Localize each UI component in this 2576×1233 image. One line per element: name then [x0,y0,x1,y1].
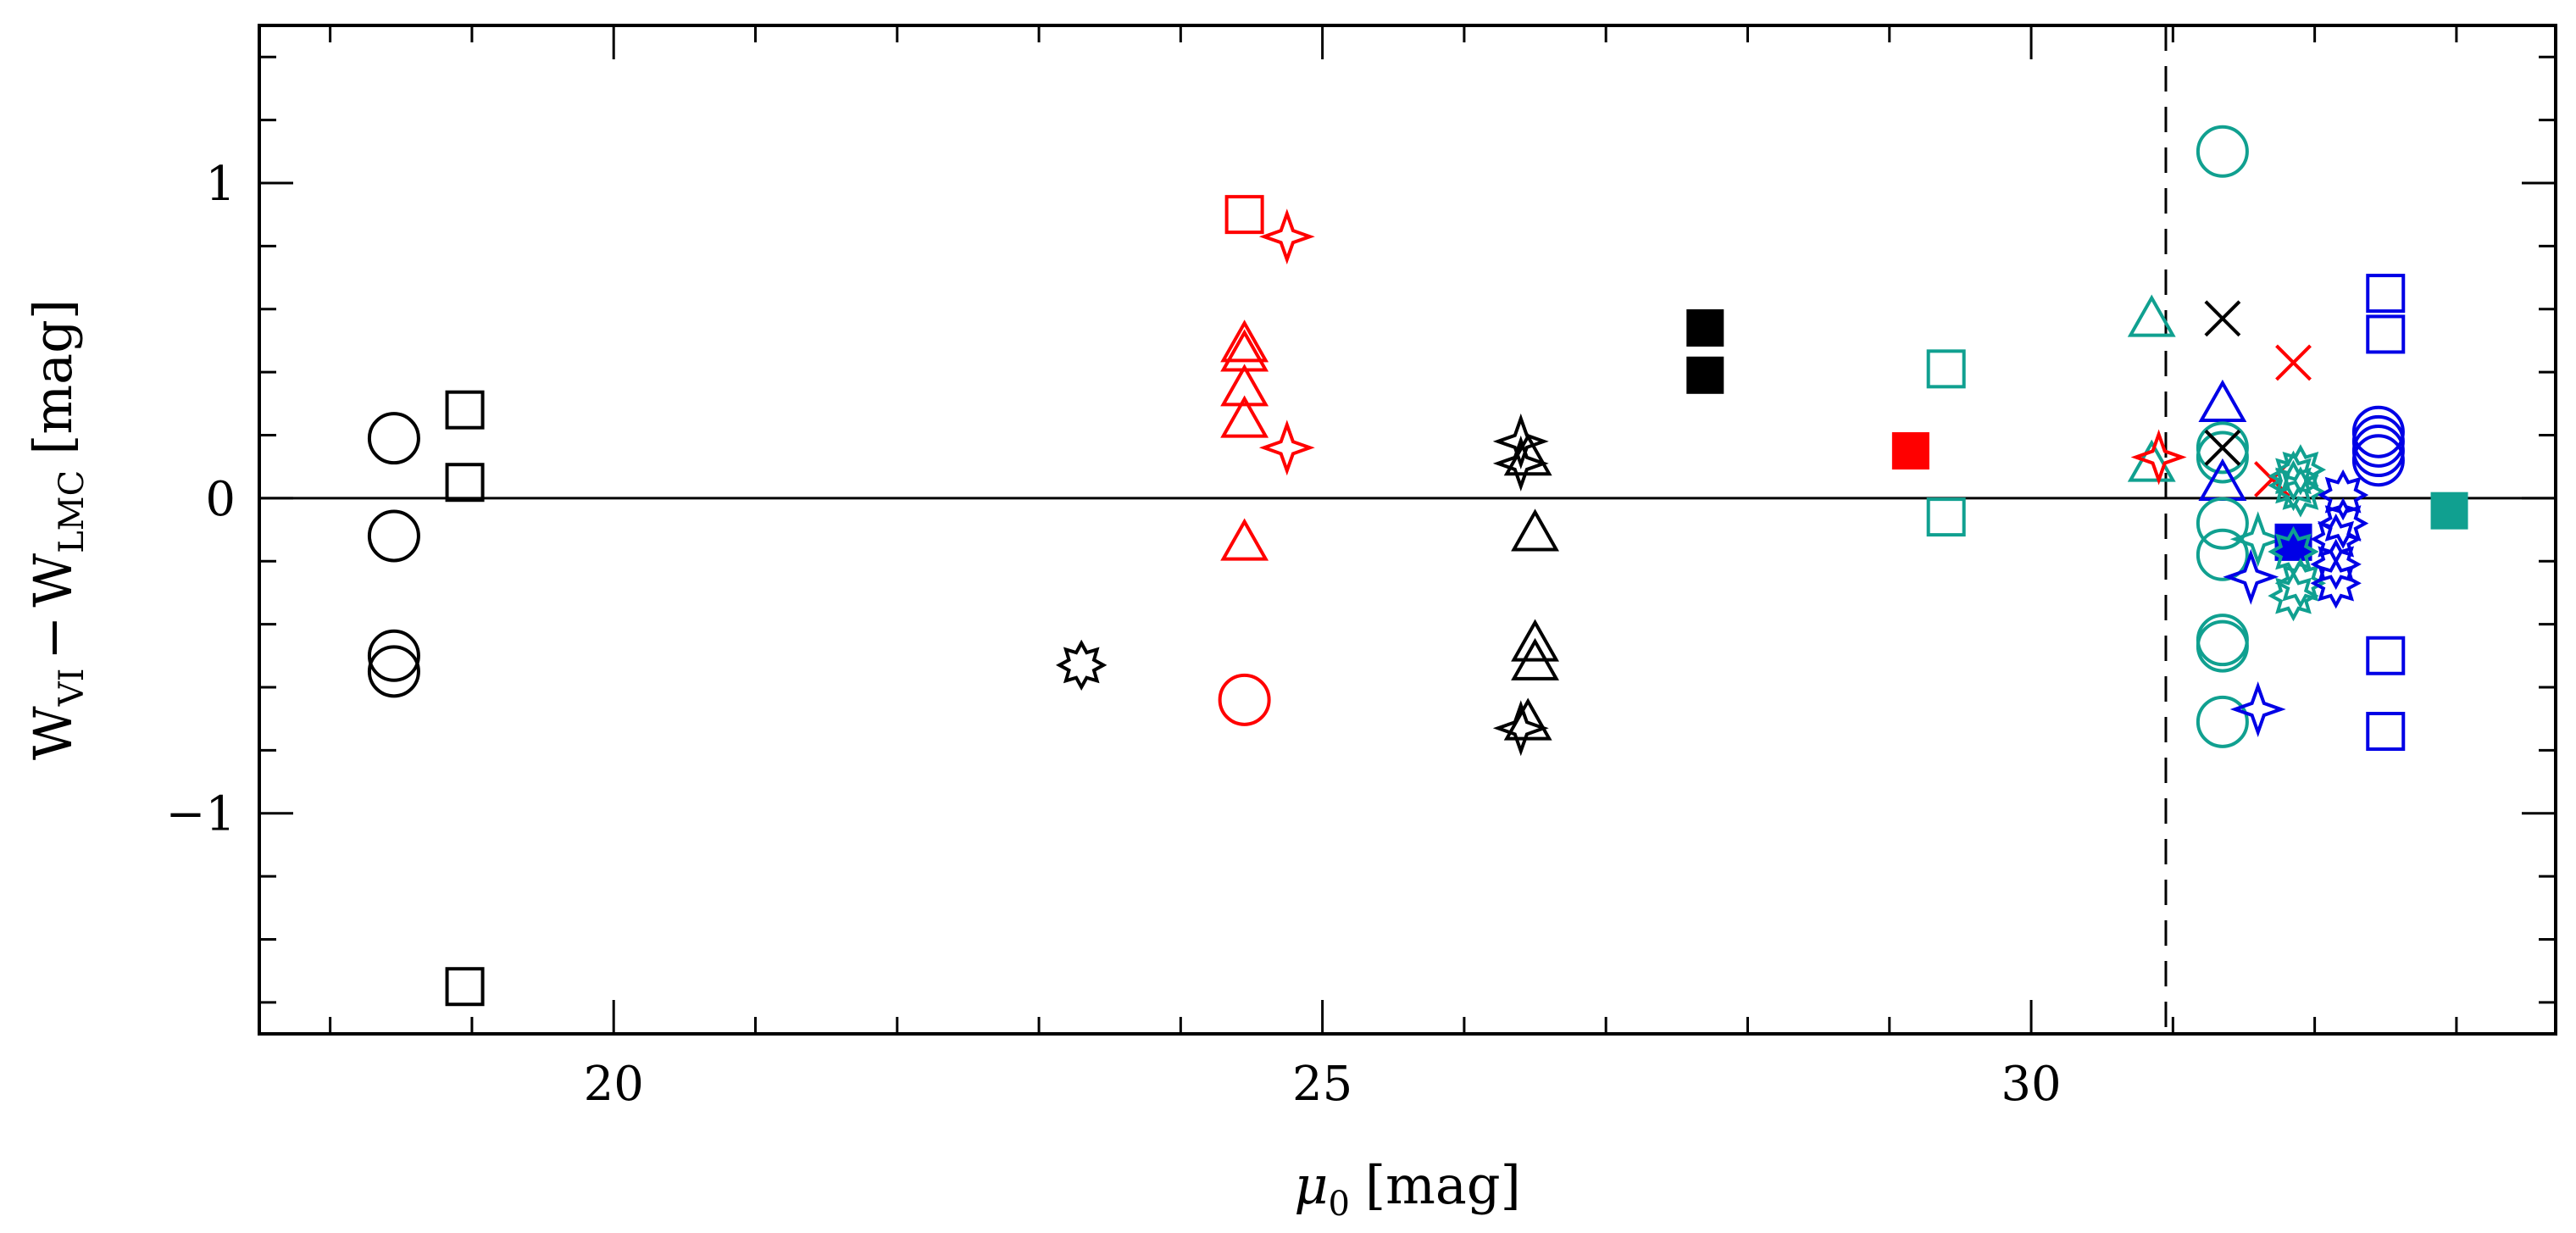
blue-star8-marker [2310,558,2362,609]
black-star4-marker [1492,435,1549,492]
y-axis-title: WVI−WLMC[mag] [22,299,92,760]
black-circle-marker [367,645,420,698]
teal-circle-marker [2196,421,2249,475]
black-star4-marker [1492,700,1549,757]
blue-star4-marker [2229,681,2286,737]
y-axis-title-w1: W [22,706,84,760]
teal-triangle-marker [2127,439,2176,482]
blue-circle-marker [2351,405,2405,458]
x-axis-title-subscript: 0 [1329,1185,1350,1224]
red-circle-marker [1218,673,1271,726]
blue-circle-marker [2351,425,2405,478]
red-triangle-marker [1220,319,1269,363]
black-filled-square-marker [1686,356,1724,394]
black-circle-marker [367,629,420,682]
y-axis-title-sub1: VI [53,669,92,708]
teal-square-marker [1926,349,1966,389]
black-cross-marker [2204,300,2241,337]
red-square-marker [1224,195,1264,235]
black-star4-marker [1492,413,1549,469]
red-star4-marker [2130,429,2187,486]
reference-lines [259,25,2556,1034]
teal-triangle-marker [2127,294,2176,337]
x-tick-label: 20 [584,1057,644,1112]
red-triangle-marker [1220,395,1269,438]
axis-ticks [259,25,2556,1034]
blue-circle-marker [2351,434,2405,487]
y-axis-title-w2: W [22,553,84,608]
black-triangle-marker [1511,508,1559,552]
teal-star8-marker [2274,444,2327,496]
teal-star8-marker [2268,459,2319,512]
blue-circle-marker [2351,414,2405,468]
black-triangle-marker [1511,619,1559,662]
teal-filled-square-marker [2430,492,2468,530]
x-axis-title: μ0 [mag] [1294,1154,1521,1224]
x-tick-label: 30 [2001,1057,2061,1112]
black-square-marker [445,967,485,1007]
y-tick-label: 1 [205,157,236,212]
blue-square-marker [2366,636,2406,675]
blue-star8-marker [2317,469,2369,521]
blue-square-marker [2366,712,2406,751]
teal-star8-marker [2274,558,2327,609]
blue-square-marker [2366,314,2406,354]
black-cross-marker [2204,429,2241,466]
teal-circle-marker [2196,125,2249,178]
teal-star4-marker [2229,511,2286,568]
black-star8-marker [1055,639,1108,691]
teal-circle-marker [2196,528,2249,581]
x-axis-title-unit: [mag] [1365,1154,1521,1216]
black-circle-marker [367,509,420,563]
y-axis-title-unit: [mag] [22,299,84,455]
plot-frame [258,24,2557,1036]
y-axis-title-minus: − [22,616,84,660]
blue-star8-marker [2310,538,2362,591]
x-axis-title-symbol: μ [1294,1154,1328,1216]
blue-star4-marker [2223,548,2279,605]
teal-circle-marker [2196,497,2249,550]
blue-triangle-marker [2198,379,2247,422]
black-square-marker [445,390,485,430]
black-filled-square-marker [1686,309,1724,347]
red-cross-marker [2275,344,2312,381]
black-circle-marker [367,412,420,465]
red-star4-marker [1258,208,1315,265]
black-triangle-marker [1511,637,1559,680]
blue-star8-marker [2317,497,2369,549]
teal-circle-marker [2196,430,2249,484]
y-axis-title-sub2: LMC [53,470,92,553]
red-triangle-marker [1220,518,1269,561]
x-tick-label: 25 [1292,1057,1352,1112]
y-tick-label: 0 [205,472,236,527]
teal-circle-marker [2196,695,2249,748]
teal-square-marker [1926,497,1966,537]
red-triangle-marker [1220,364,1269,407]
teal-star8-marker [2268,569,2319,622]
red-star4-marker [1258,419,1315,476]
teal-star8-marker [2274,466,2327,518]
black-square-marker [445,463,485,503]
teal-circle-marker [2196,619,2249,673]
y-tick-label: −1 [165,787,236,842]
blue-square-marker [2366,274,2406,314]
tick-labels: 20 25 30 −1 0 1 [165,157,2061,1112]
data-points [367,125,2468,1007]
red-filled-square-marker [1891,432,1929,470]
